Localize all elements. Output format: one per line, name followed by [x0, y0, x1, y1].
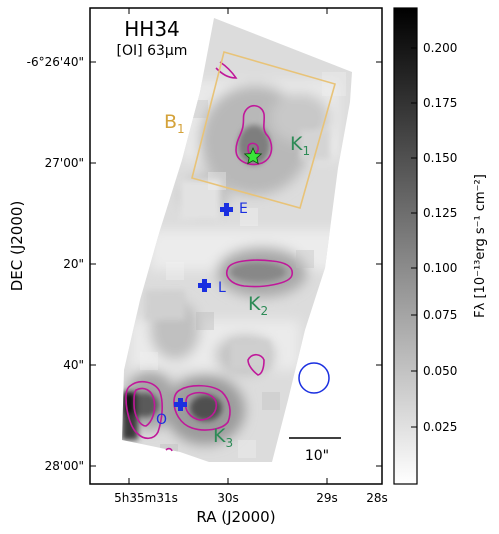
k3-label: K3: [213, 425, 233, 450]
beam-circle-icon: [298, 362, 330, 394]
plot-title: HH34: [124, 17, 180, 41]
marker-l: L: [198, 279, 226, 296]
x-axis-label: RA (J2000): [196, 508, 275, 526]
y-tick-label: 27'00": [45, 156, 84, 170]
y-ticks: [90, 61, 382, 467]
colorbar-tick-label: 0.175: [423, 96, 457, 110]
contour-k1-outer: [235, 104, 273, 166]
colorbar: [393, 7, 418, 485]
x-ticks: [128, 8, 328, 484]
colorbar-tick-label: 0.200: [423, 41, 457, 55]
b1-label: B1: [164, 111, 185, 136]
contour-k3-outer: [173, 384, 231, 431]
marker-e: E: [220, 201, 248, 217]
scalebar-label: 10": [305, 448, 329, 464]
y-tick-label: -6°26'40": [27, 55, 84, 69]
x-tick-label: 30s: [217, 491, 239, 505]
k2-label: K2: [248, 293, 268, 318]
colorbar-tick-label: 0.125: [423, 206, 457, 220]
contour-k2: [226, 259, 294, 288]
colorbar-tick-label: 0.050: [423, 364, 457, 378]
source-star-icon: [243, 146, 263, 165]
marker-o: O: [156, 398, 187, 428]
colorbar-label: Fλ [10⁻¹³erg s⁻¹ cm⁻²]: [473, 174, 488, 318]
contour-right-knot: [247, 353, 265, 376]
contour-top-edge: [215, 61, 238, 79]
colorbar-tick-label: 0.025: [423, 420, 457, 434]
marker-l-label: L: [218, 280, 226, 296]
cross-e-icon: [220, 203, 233, 216]
marker-e-label: E: [239, 201, 248, 217]
colorbar-tick-label: 0.075: [423, 308, 457, 322]
y-tick-label: 20": [63, 257, 84, 271]
contour-left-knot-inner: [133, 387, 156, 427]
k1-label: K1: [290, 133, 310, 158]
contours: [125, 61, 294, 452]
contour-left-knot-outer: [125, 380, 163, 440]
x-tick-label: 5h35m31s: [114, 491, 178, 505]
y-tick-label: 28'00": [45, 459, 84, 473]
marker-o-label: O: [156, 412, 167, 428]
contour-bottom-fragment: [165, 447, 173, 452]
contour-k3-inner: [184, 391, 218, 421]
colorbar-tick-label: 0.150: [423, 151, 457, 165]
b1-box: [191, 51, 336, 209]
y-axis-label: DEC (J2000): [8, 201, 26, 292]
cross-l-icon: [198, 279, 211, 292]
plot-subtitle: [OI] 63μm: [117, 43, 188, 59]
contour-k1-inner: [247, 142, 259, 156]
plot-frame: [89, 7, 383, 485]
x-tick-label: 28s: [366, 491, 388, 505]
x-tick-label: 29s: [316, 491, 338, 505]
y-tick-label: 40": [63, 358, 84, 372]
cross-o-icon: [174, 398, 187, 411]
colorbar-tick-label: 0.100: [423, 261, 457, 275]
colorbar-ticks: [411, 47, 417, 428]
